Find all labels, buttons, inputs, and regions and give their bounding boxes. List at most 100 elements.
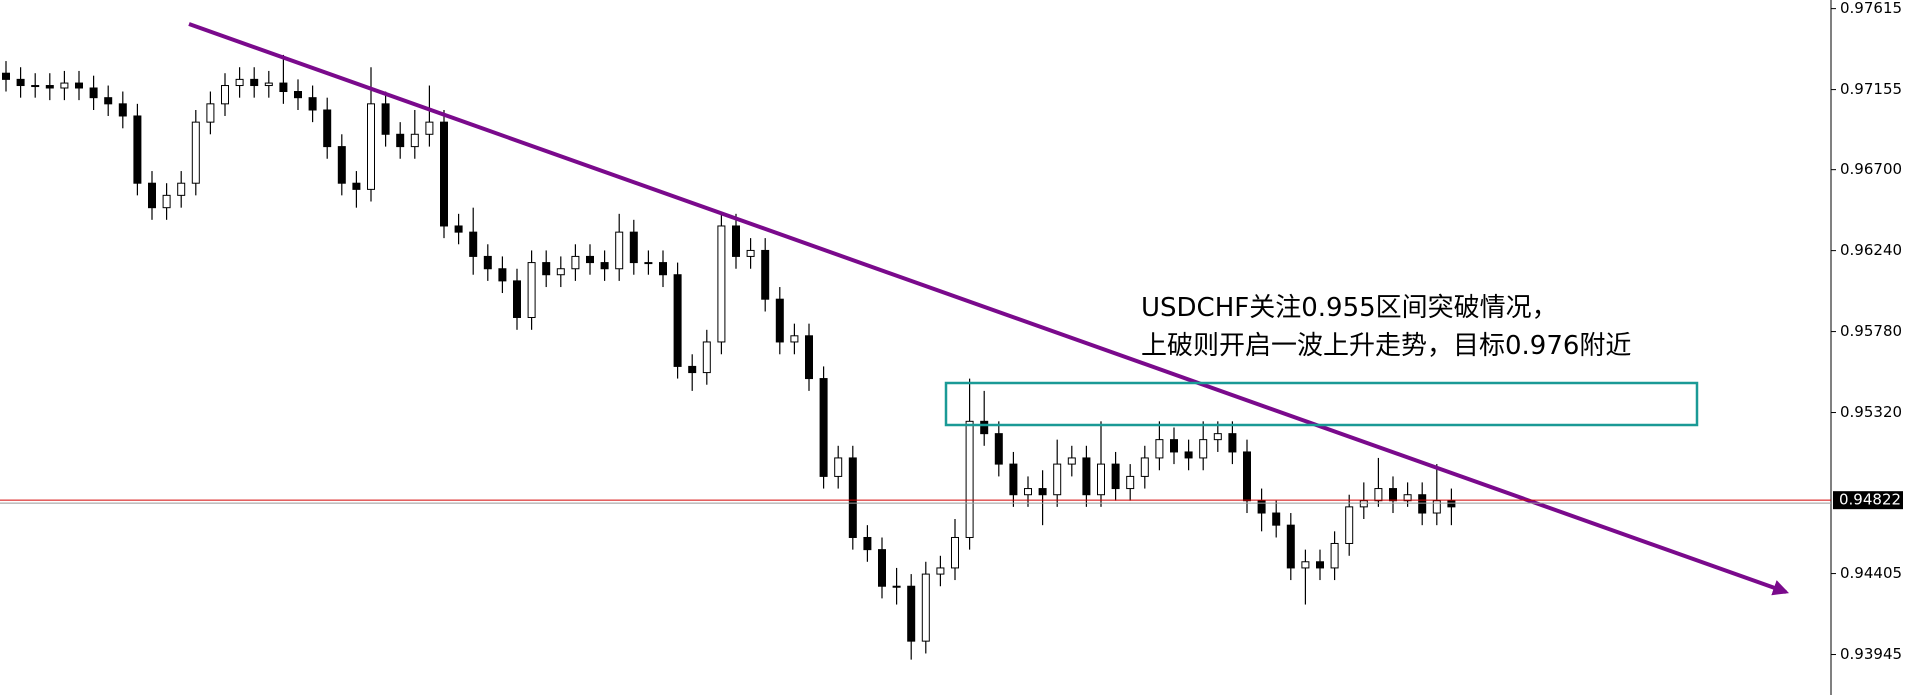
candle-body: [1418, 494, 1427, 514]
candle-body: [1038, 488, 1047, 496]
candle-body: [1082, 457, 1091, 496]
candle-body: [483, 255, 492, 270]
candle-body: [892, 585, 901, 588]
candle-body: [1359, 500, 1368, 508]
candle-body: [396, 133, 405, 148]
range-box: [944, 381, 1699, 427]
candle-body: [746, 249, 755, 257]
candle-body: [1374, 488, 1383, 502]
candle-body: [1257, 500, 1266, 514]
candle-body: [980, 420, 989, 435]
candle-body: [951, 536, 959, 569]
candle-body: [1126, 475, 1135, 490]
candle-body: [1272, 512, 1281, 526]
candle-body: [162, 194, 171, 209]
candle-body: [673, 274, 682, 367]
candle-body: [1170, 439, 1178, 453]
candle-body: [1330, 542, 1339, 569]
candle-body: [410, 133, 419, 148]
candle-body: [279, 82, 288, 93]
candle-body: [45, 85, 54, 89]
candle-body: [425, 121, 434, 135]
candle-body: [1155, 439, 1164, 459]
candle-body: [571, 255, 580, 270]
candle-body: [148, 182, 156, 209]
candle-body: [805, 335, 813, 380]
candle-body: [1111, 463, 1120, 490]
candle-body: [732, 225, 740, 257]
annotation: 上破则开启一波上升走势，目标0.976附近: [1141, 331, 1631, 361]
candle-body: [994, 433, 1003, 465]
candle-body: [819, 378, 828, 477]
candle-body: [264, 82, 273, 87]
candle-body: [1009, 463, 1018, 496]
candle-body: [659, 262, 667, 276]
candle-body: [921, 573, 930, 642]
last-price-label: 0.94822: [1839, 491, 1901, 509]
candle-body: [206, 103, 215, 123]
candle-body: [367, 103, 375, 190]
y-tick-label: 0.93945: [1840, 645, 1902, 663]
candle-body: [469, 231, 478, 257]
candle-body: [1140, 457, 1149, 477]
candle-body: [1316, 561, 1324, 569]
candle-body: [440, 121, 448, 227]
candle-body: [629, 231, 638, 264]
candle-body: [907, 585, 916, 642]
candle-body: [308, 97, 317, 111]
candle-body: [1403, 494, 1412, 502]
candle-body: [1184, 451, 1193, 459]
candle-body: [104, 97, 113, 105]
candle-body: [1432, 500, 1441, 514]
y-tick-label: 0.94405: [1840, 564, 1902, 582]
candle-body: [834, 457, 843, 477]
candle-body: [1213, 433, 1222, 441]
candle-body: [1301, 561, 1310, 569]
candle-body: [936, 567, 945, 575]
candle-body: [191, 121, 200, 184]
candle-body: [250, 78, 259, 87]
candles: [2, 54, 1456, 660]
candle-body: [323, 109, 332, 148]
candle-body: [878, 549, 886, 587]
candle-body: [542, 262, 551, 276]
candle-body: [294, 91, 302, 99]
candle-body: [1053, 463, 1062, 496]
y-tick-label: 0.97615: [1840, 0, 1902, 17]
candle-body: [60, 82, 69, 89]
candle-body: [1228, 433, 1237, 453]
candle-body: [761, 249, 770, 300]
candle-body: [863, 536, 872, 551]
candle-body: [89, 87, 98, 99]
candle-body: [556, 268, 565, 276]
candle-body: [498, 268, 507, 282]
candle-body: [586, 255, 594, 264]
y-tick-label: 0.96240: [1840, 241, 1902, 259]
candle-body: [352, 182, 361, 190]
candle-body: [337, 146, 346, 184]
candle-body: [775, 298, 784, 343]
candle-body: [702, 341, 711, 374]
candle-body: [615, 231, 624, 270]
candle-body: [1024, 488, 1032, 496]
candle-body: [600, 262, 609, 270]
candle-body: [16, 78, 25, 87]
candle-body: [848, 457, 857, 538]
candle-body: [75, 82, 83, 89]
candle-body: [688, 365, 697, 374]
candle-body: [177, 182, 186, 196]
y-tick-label: 0.95780: [1840, 322, 1902, 340]
candle-body: [133, 115, 142, 184]
candle-body: [235, 78, 244, 87]
candle-body: [118, 103, 127, 117]
candle-body: [1345, 506, 1354, 544]
candle-body: [1447, 500, 1456, 508]
candle-body: [31, 85, 40, 88]
candle-body: [381, 103, 390, 135]
candle-body: [965, 420, 974, 538]
candle-body: [221, 85, 229, 105]
candle-body: [644, 262, 653, 265]
candle-body: [1097, 463, 1105, 496]
candle-body: [454, 225, 463, 233]
